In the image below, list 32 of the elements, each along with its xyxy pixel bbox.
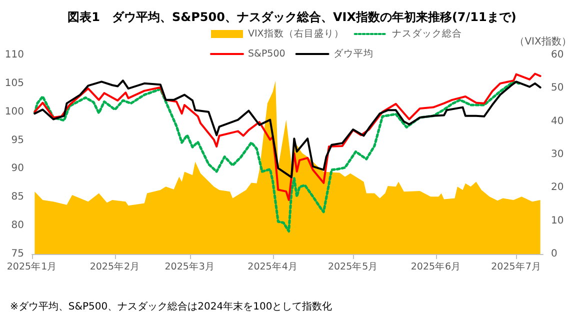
line-series xyxy=(33,80,520,233)
line-series xyxy=(34,72,542,201)
legend-label: ナスダック総合 xyxy=(392,28,462,40)
y-tick-label: 90 xyxy=(11,163,24,174)
y2-tick-label: 50 xyxy=(551,82,564,94)
x-tick-label: 2025年1月 xyxy=(6,260,58,272)
y-tick-label: 100 xyxy=(4,106,24,118)
y2-tick-label: 10 xyxy=(551,215,564,226)
x-tick-label: 2025年2月 xyxy=(90,260,140,272)
legend-label: S&P500 xyxy=(248,48,286,60)
x-tick-label: 2025年4月 xyxy=(248,260,298,272)
line-series xyxy=(34,80,542,178)
legend-label: ダウ平均 xyxy=(333,48,374,60)
y-tick-label: 75 xyxy=(11,248,24,260)
chart-title: 図表1 ダウ平均、S&P500、ナスダック総合、VIX指数の年初来推移(7/11まで) xyxy=(68,10,516,24)
y-tick-label: 85 xyxy=(11,192,24,203)
y-tick-label: 110 xyxy=(4,50,24,60)
x-tick-label: 2025年3月 xyxy=(164,260,215,272)
x-tick-label: 2025年5月 xyxy=(328,260,378,272)
y2-tick-label: 40 xyxy=(551,116,564,127)
y2-axis-title: （VIX指数） xyxy=(514,36,572,48)
legend-label: VIX指数（右目盛り） xyxy=(248,28,344,40)
y2-tick-label: 0 xyxy=(551,248,558,260)
text: ※ダウ平均、S&P500、ナスダック総合は2024年末を100として指数化 xyxy=(10,300,332,312)
x-tick-label: 2025年6月 xyxy=(410,260,462,272)
x-tick-label: 2025年7月 xyxy=(491,260,542,272)
y2-tick-label: 20 xyxy=(551,182,564,194)
y2-tick-label: 30 xyxy=(551,149,564,160)
y-tick-label: 105 xyxy=(4,78,24,89)
y-tick-label: 95 xyxy=(11,134,24,146)
y-tick-label: 80 xyxy=(11,220,24,232)
y2-tick-label: 60 xyxy=(551,50,564,60)
